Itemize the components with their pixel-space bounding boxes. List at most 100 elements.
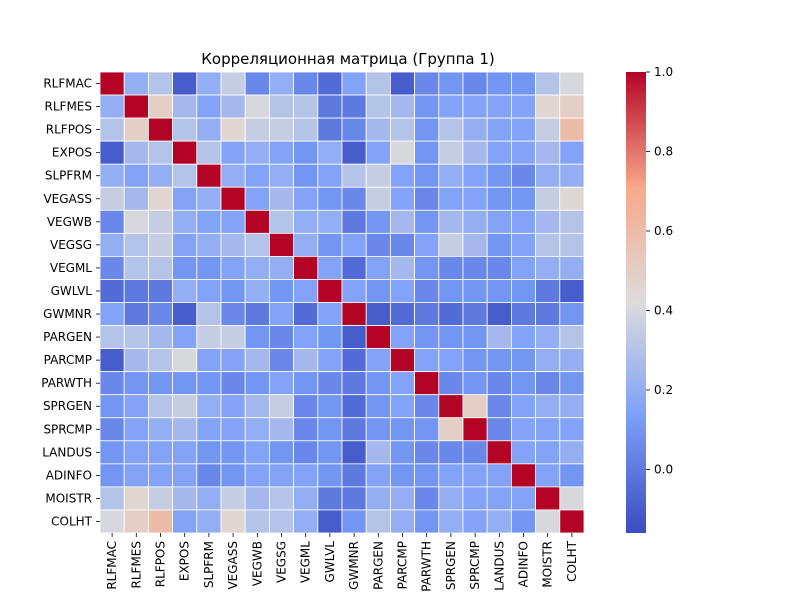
heatmap-cell-landus-landus: [486, 440, 512, 465]
heatmap-cell-moistr-gwlvl: [317, 486, 343, 511]
heatmap-cell-sprcmp-expos: [172, 417, 198, 442]
heatmap-cell-parcmp-vegass: [220, 348, 246, 373]
x-tick-label-gwlvl: GWLVL: [323, 541, 337, 583]
x-tick-label-landus: LANDUS: [492, 541, 506, 591]
heatmap-cell-slpfrm-rlfpos: [147, 163, 173, 188]
heatmap-cell-vegwb-expos: [172, 209, 198, 234]
heatmap-cell-sprcmp-landus: [486, 417, 512, 442]
heatmap-cell-pargen-expos: [172, 325, 198, 349]
heatmap-cell-slpfrm-rlfmes: [123, 163, 149, 188]
heatmap-cell-rlfmes-moistr: [535, 94, 561, 119]
heatmap-cell-parwth-sprcmp: [462, 371, 488, 396]
heatmap-cell-sprgen-rlfmes: [123, 394, 149, 419]
heatmap-cell-gwmnr-rlfpos: [147, 302, 173, 326]
y-tick-label-rlfmac: RLFMAC: [43, 77, 92, 91]
heatmap-cell-parwth-gwlvl: [317, 371, 343, 396]
heatmap-cell-landus-expos: [172, 440, 198, 465]
heatmap-cell-adinfo-colht: [559, 463, 585, 488]
heatmap-cell-parcmp-rlfmac: [99, 348, 125, 373]
heatmap-cell-vegml-moistr: [535, 255, 561, 280]
heatmap-cell-vegml-vegml: [293, 255, 319, 280]
heatmap-cell-vegass-pargen: [365, 186, 391, 211]
heatmap-cell-sprgen-adinfo: [510, 394, 536, 419]
heatmap-cell-vegass-vegwb: [244, 186, 270, 211]
y-tick-label-rlfpos: RLFPOS: [46, 123, 92, 137]
heatmap-cell-vegsg-gwlvl: [317, 232, 343, 257]
heatmap-cell-vegsg-parwth: [414, 232, 440, 257]
y-tick-label-parwth: PARWTH: [41, 376, 92, 390]
heatmap-cell-moistr-vegsg: [268, 486, 294, 511]
heatmap-cell-parwth-parcmp: [389, 371, 415, 396]
heatmap-cell-vegass-expos: [172, 186, 198, 211]
colorbar-tick-label: 0.2: [654, 383, 673, 397]
heatmap-cell-vegsg-sprgen: [438, 232, 464, 257]
heatmap-cell-sprcmp-rlfmac: [99, 417, 125, 442]
heatmap-cell-vegml-landus: [486, 255, 512, 280]
heatmap-cell-colht-vegass: [220, 509, 246, 534]
heatmap-cell-colht-vegml: [293, 509, 319, 534]
heatmap-cell-vegwb-parwth: [414, 209, 440, 234]
heatmap-cell-rlfmes-landus: [486, 94, 512, 119]
heatmap-cell-slpfrm-sprcmp: [462, 163, 488, 188]
heatmap-cell-parcmp-rlfmes: [123, 348, 149, 373]
heatmap-cell-gwmnr-adinfo: [510, 302, 536, 326]
heatmap-cell-rlfmes-vegass: [220, 94, 246, 119]
heatmap-cell-sprcmp-parcmp: [389, 417, 415, 442]
heatmap-cell-moistr-slpfrm: [196, 486, 222, 511]
heatmap-cell-parcmp-sprgen: [438, 348, 464, 373]
heatmap-cell-vegwb-rlfmac: [99, 209, 125, 234]
heatmap-cell-rlfmac-vegwb: [244, 71, 270, 96]
heatmap-cell-gwlvl-vegml: [293, 279, 319, 303]
heatmap-cell-colht-gwmnr: [341, 509, 367, 534]
heatmap-cell-vegass-vegsg: [268, 186, 294, 211]
heatmap-cell-vegsg-vegass: [220, 232, 246, 257]
heatmap-cell-expos-vegass: [220, 140, 246, 165]
heatmap-cell-vegsg-moistr: [535, 232, 561, 257]
heatmap-cell-vegwb-moistr: [535, 209, 561, 234]
heatmap-cell-adinfo-gwmnr: [341, 463, 367, 488]
chart-title: Корреляционная матрица (Группа 1): [201, 50, 495, 68]
heatmap-cell-parwth-parwth: [414, 371, 440, 396]
heatmap-cell-gwlvl-sprcmp: [462, 279, 488, 303]
heatmap-cell-rlfpos-gwmnr: [341, 117, 367, 142]
heatmap-cell-parcmp-vegml: [293, 348, 319, 373]
heatmap-cell-colht-vegwb: [244, 509, 270, 534]
heatmap-cell-colht-slpfrm: [196, 509, 222, 534]
heatmap-cell-vegsg-adinfo: [510, 232, 536, 257]
heatmap-cell-slpfrm-landus: [486, 163, 512, 188]
heatmap-cell-sprcmp-pargen: [365, 417, 391, 442]
heatmap-cell-gwlvl-expos: [172, 279, 198, 303]
x-tick-label-sprgen: SPRGEN: [444, 541, 458, 590]
heatmap-cell-landus-vegsg: [268, 440, 294, 465]
colorbar: [626, 72, 646, 533]
y-tick-label-vegml: VEGML: [50, 261, 92, 275]
heatmap-cell-colht-colht: [559, 509, 585, 534]
heatmap-cell-gwlvl-vegsg: [268, 279, 294, 303]
heatmap-cell-vegass-landus: [486, 186, 512, 211]
heatmap-cell-rlfmac-sprcmp: [462, 71, 488, 96]
heatmap-cell-vegwb-slpfrm: [196, 209, 222, 234]
heatmap-cell-vegass-sprgen: [438, 186, 464, 211]
heatmap-cell-vegml-sprcmp: [462, 255, 488, 280]
heatmap-cell-vegml-adinfo: [510, 255, 536, 280]
colorbar-tick-label: 0.0: [654, 462, 673, 476]
heatmap-cell-vegwb-pargen: [365, 209, 391, 234]
heatmap-cell-expos-sprcmp: [462, 140, 488, 165]
heatmap-cell-vegwb-gwmnr: [341, 209, 367, 234]
heatmap-cell-sprcmp-adinfo: [510, 417, 536, 442]
heatmap-cell-parwth-pargen: [365, 371, 391, 396]
heatmap-cell-sprgen-gwlvl: [317, 394, 343, 419]
heatmap-cell-sprcmp-vegml: [293, 417, 319, 442]
heatmap-cell-vegsg-rlfmac: [99, 232, 125, 257]
heatmap-cell-adinfo-vegml: [293, 463, 319, 488]
x-tick-label-colht: COLHT: [565, 540, 579, 582]
y-tick-label-rlfmes: RLFMES: [45, 100, 92, 114]
heatmap-cell-sprcmp-vegass: [220, 417, 246, 442]
heatmap-cell-vegml-vegwb: [244, 255, 270, 280]
heatmap-cell-rlfmac-vegass: [220, 71, 246, 96]
heatmap-cell-colht-sprgen: [438, 509, 464, 534]
y-tick-label-slpfrm: SLPFRM: [45, 169, 92, 183]
heatmap-cell-parcmp-pargen: [365, 348, 391, 373]
heatmap-cell-landus-slpfrm: [196, 440, 222, 465]
heatmap-cell-rlfpos-vegass: [220, 117, 246, 142]
